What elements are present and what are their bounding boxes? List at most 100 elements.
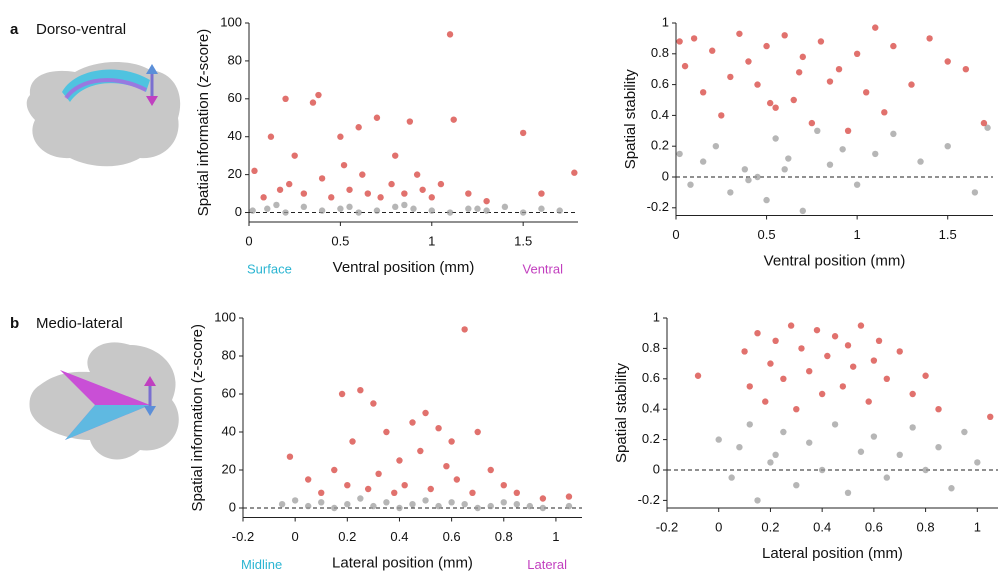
y-tick-label: 0.8 (651, 45, 669, 60)
point (962, 66, 970, 73)
point (814, 127, 821, 134)
x-tick-label: 0.2 (338, 529, 356, 544)
point (881, 109, 888, 116)
point (465, 205, 472, 212)
point (282, 209, 289, 216)
point (870, 357, 878, 364)
point (762, 398, 769, 405)
point (793, 406, 800, 413)
panel-title: Dorso-ventral (36, 21, 126, 38)
x-tick-label: 1 (974, 519, 981, 534)
x-tick-label: 0.4 (813, 519, 831, 534)
point (500, 499, 507, 506)
y-axis-label: Spatial stability (622, 69, 639, 170)
y-axis-label: Spatial information (z-score) (189, 324, 206, 512)
point (817, 38, 825, 45)
point (754, 497, 761, 504)
point (818, 390, 826, 398)
point (781, 32, 788, 39)
point (872, 150, 879, 158)
point (391, 489, 398, 496)
point (538, 190, 545, 197)
point (474, 205, 481, 212)
point (344, 482, 351, 489)
point (806, 368, 813, 375)
point (944, 58, 951, 65)
point (808, 119, 816, 127)
y-axis-label: Spatial stability (613, 362, 630, 463)
y-tick-label: 0 (653, 461, 660, 476)
y-tick-label: 0 (229, 499, 236, 514)
point (469, 489, 476, 496)
point (264, 205, 271, 212)
point (785, 155, 792, 162)
point (556, 207, 563, 214)
point (483, 197, 490, 205)
point (500, 482, 507, 489)
point (694, 372, 702, 379)
y-tick-label: -0.2 (638, 492, 660, 507)
point (519, 129, 527, 137)
point (745, 176, 752, 184)
point (318, 175, 326, 182)
point (780, 375, 787, 382)
x-tick-label: 1 (552, 529, 559, 544)
point (453, 476, 461, 483)
point (337, 205, 344, 212)
point (260, 194, 267, 201)
point (392, 152, 399, 159)
point (450, 116, 457, 123)
point (728, 474, 735, 481)
point (984, 124, 991, 131)
point (799, 53, 806, 61)
point (410, 205, 417, 212)
point (736, 30, 743, 37)
point (291, 152, 298, 159)
point (793, 482, 800, 489)
point (487, 502, 494, 510)
point (461, 501, 468, 508)
y-tick-label: 0.4 (651, 107, 669, 122)
point (328, 194, 335, 201)
x-tick-label: 0.5 (758, 227, 776, 242)
point (676, 38, 683, 45)
point (849, 363, 857, 370)
x-tick-label: 0.8 (495, 529, 513, 544)
point (890, 42, 897, 50)
point (824, 352, 831, 360)
axis-end-label: Lateral (527, 557, 567, 572)
x-tick-label: 0 (245, 233, 252, 248)
x-tick-label: 0 (715, 519, 722, 534)
point (383, 499, 390, 506)
point (448, 499, 455, 506)
y-tick-label: 20 (228, 166, 242, 181)
point (690, 35, 698, 42)
point (338, 390, 346, 398)
point (396, 504, 403, 512)
point (872, 24, 879, 31)
point (538, 205, 545, 212)
x-axis-label: Ventral position (mm) (333, 259, 475, 276)
point (853, 181, 861, 188)
point (754, 330, 761, 337)
point (835, 66, 843, 73)
point (419, 186, 426, 193)
point (331, 466, 338, 474)
point (291, 497, 299, 504)
y-tick-label: 40 (222, 423, 236, 438)
x-tick-label: 0.2 (761, 519, 779, 534)
y-tick-label: -0.2 (647, 199, 669, 214)
point (267, 133, 275, 140)
point (355, 124, 362, 131)
point (417, 447, 424, 455)
x-tick-label: -0.2 (232, 529, 254, 544)
point (709, 47, 716, 54)
point (826, 161, 834, 168)
y-tick-label: 20 (222, 461, 236, 476)
point (948, 485, 955, 492)
point (446, 209, 454, 216)
x-tick-label: 0 (672, 227, 679, 242)
point (831, 421, 839, 428)
point (766, 99, 774, 107)
